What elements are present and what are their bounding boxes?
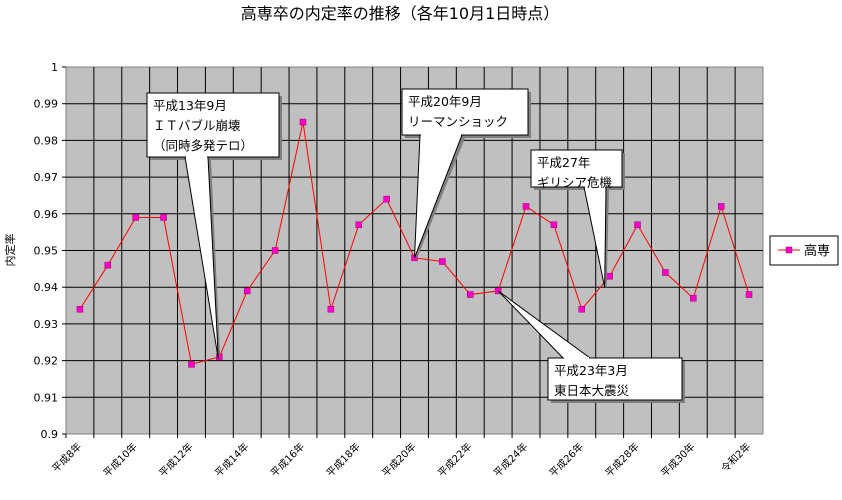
callout-text: 平成23年3月 [554,363,628,378]
legend-label: 高専 [804,243,830,259]
y-tick-label: 1 [51,61,58,74]
data-point [717,203,725,210]
data-point [690,294,697,302]
x-tick-label: 平成24年 [491,440,530,479]
callout-box [547,357,683,401]
y-tick-label: 0.91 [34,391,59,404]
x-tick-label: 平成28年 [602,440,641,479]
x-tick-label: 平成26年 [546,440,585,479]
callout-text: 平成27年 [537,155,590,170]
data-point [355,221,362,229]
x-tick-label: 平成22年 [435,440,474,479]
data-point [634,221,641,229]
data-point [327,305,335,313]
data-point [439,258,446,265]
x-tick-label: 平成16年 [268,440,307,479]
x-tick-label: 平成12年 [156,440,195,479]
y-tick-label: 0.99 [34,98,59,111]
x-tick-label: 平成20年 [379,440,418,479]
data-point [662,269,669,276]
chart-title: 高専卒の内定率の推移（各年10月1日時点） [241,4,560,23]
data-point [383,195,390,203]
data-point [243,287,251,295]
data-point [578,305,586,313]
data-point [76,305,84,313]
data-point [104,261,112,269]
annotation-callout: 平成13年9月 ＩＴバブル崩壊 （同時多発テロ） [146,92,282,361]
y-axis-label: 内定率 [3,234,17,267]
data-point [160,214,167,221]
x-tick-label: 平成14年 [212,440,251,479]
data-point [745,291,753,298]
x-tick-label: 平成8年 [49,440,84,475]
x-tick-label: 令和2年 [718,440,753,475]
data-point [188,361,195,368]
data-point [299,118,307,126]
y-tick-label: 0.95 [34,245,59,258]
callout-box [530,149,623,188]
x-tick-label: 平成30年 [658,440,697,479]
data-point [522,203,530,210]
data-point [132,214,139,221]
y-tick-label: 0.97 [34,171,59,184]
callout-text: 平成13年9月 [153,98,227,113]
data-point [606,272,613,280]
data-point [467,291,474,298]
data-point [271,247,279,254]
x-axis: 平成8年 平成10年 平成12年 平成14年 平成16年 平成18年 平成20年 平成22年平… [49,434,753,479]
callout-box [146,92,280,158]
callout-text: 平成20年9月 [408,94,482,109]
y-tick-label: 0.96 [34,208,59,221]
x-tick-label: 平成10年 [100,440,139,479]
callout-box [401,88,529,136]
data-point [550,221,558,229]
callout-text: （同時多発テロ） [153,138,253,153]
y-tick-label: 0.98 [34,134,59,147]
callout-text: ギリシア危機 [537,175,613,190]
callout-text: 東日本大震災 [554,383,630,398]
legend: 高専 [769,235,839,266]
y-tick-label: 0.94 [34,281,59,294]
x-tick-label: 平成18年 [323,440,362,479]
y-tick-label: 0.93 [34,318,59,331]
gridlines [66,67,763,434]
y-tick-label: 0.9 [41,428,59,441]
callout-text: ＩＴバブル崩壊 [153,118,241,133]
annotations: 平成13年9月ＩＴバブル崩壊（同時多発テロ）平成20年9月リーマンショック平成2… [146,88,685,403]
legend-marker [785,246,793,254]
legend-box [769,235,839,266]
callout-text: リーマンショック [408,114,508,129]
y-tick-label: 0.92 [34,355,59,368]
y-axis: 0.9 0.91 0.92 0.93 0.94 0.95 0.96 0.97 0.98 0.99 1 [34,61,66,441]
